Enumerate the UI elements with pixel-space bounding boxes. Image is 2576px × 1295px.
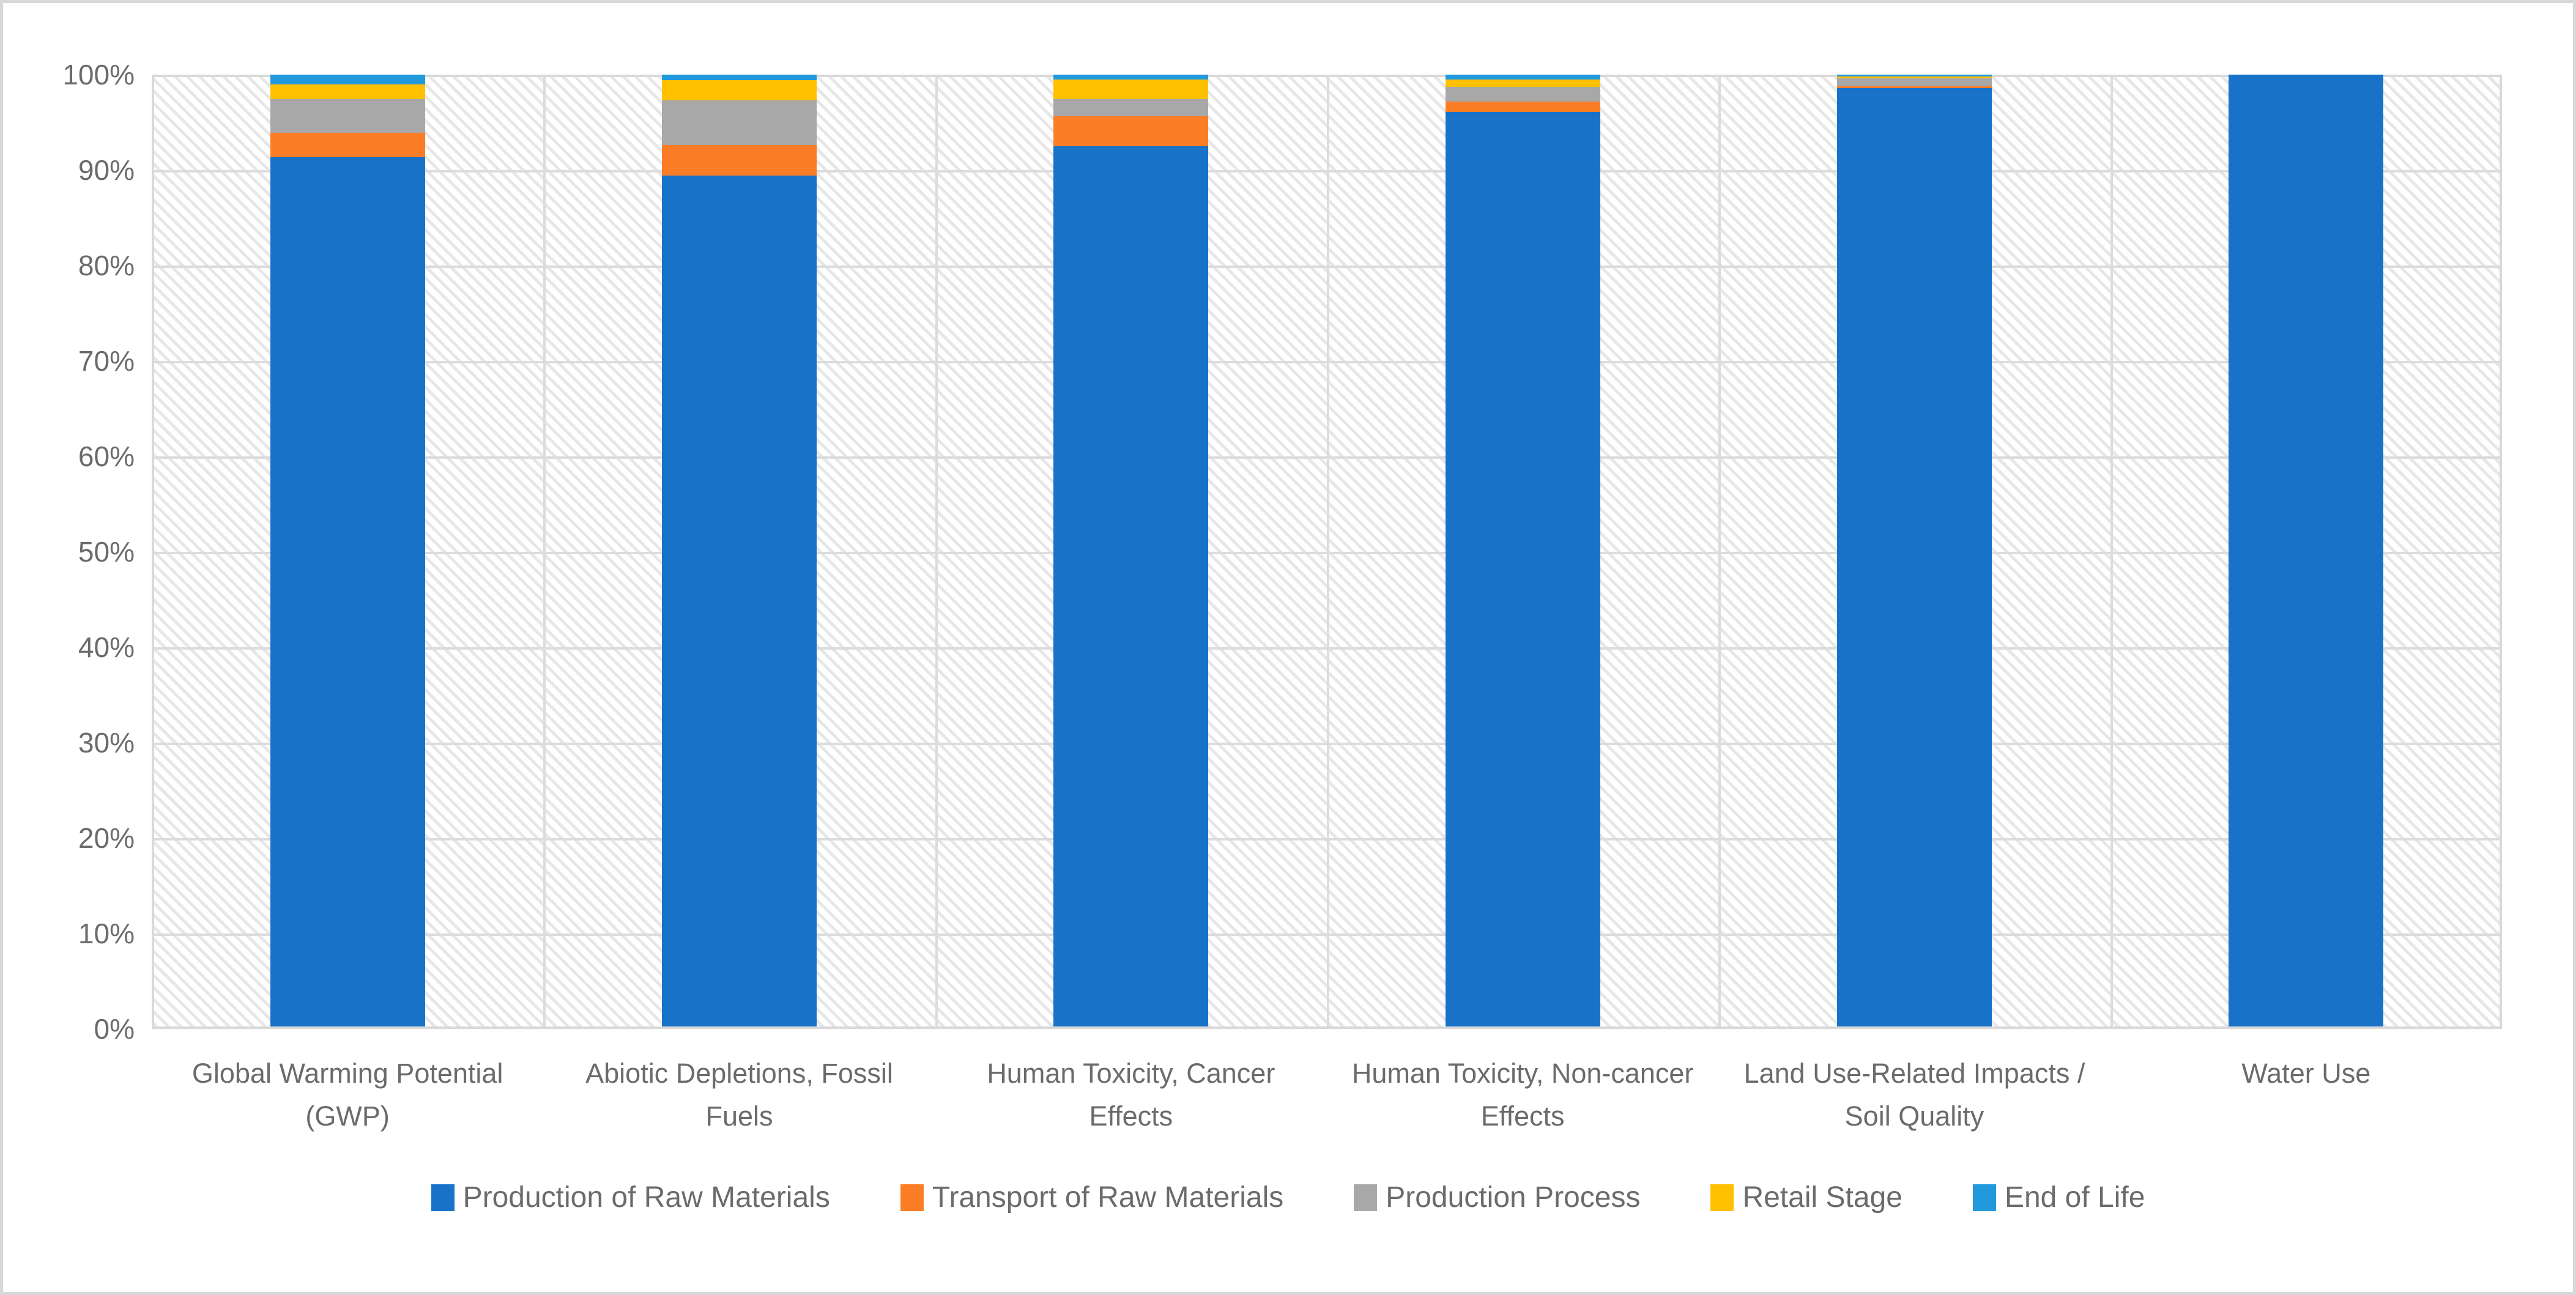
x-axis: Global Warming Potential (GWP) Abiotic De… <box>152 1052 2502 1174</box>
bar-segment <box>1837 78 1992 86</box>
y-tick-label: 70% <box>78 345 135 377</box>
plot-area <box>152 75 2502 1029</box>
category-label-text: Water Use <box>2241 1058 2371 1089</box>
legend: Production of Raw Materials Transport of … <box>3 1181 2573 1214</box>
category-label-text: Land Use-Related Impacts / Soil Quality <box>1743 1058 2085 1132</box>
category-label: Abiotic Depletions, Fossil Fuels <box>543 1052 935 1174</box>
y-tick-label: 100% <box>62 59 135 91</box>
bar-segment <box>1053 146 1208 1026</box>
bar-segment <box>1837 86 1992 88</box>
category-label-text: Human Toxicity, Cancer Effects <box>987 1058 1275 1132</box>
bar-5 <box>1837 75 1992 1026</box>
bar-segment <box>662 145 817 176</box>
y-tick-label: 20% <box>78 822 135 854</box>
bar-6 <box>2229 75 2383 1026</box>
legend-label: Transport of Raw Materials <box>932 1181 1284 1214</box>
y-tick-label: 60% <box>78 440 135 472</box>
bar-segment <box>270 75 425 84</box>
bar-segment <box>1446 79 1600 87</box>
bar-segment <box>1053 99 1208 117</box>
bar-segment <box>1053 75 1208 80</box>
category-label-text: Human Toxicity, Non-cancer Effects <box>1351 1058 1694 1132</box>
category-label: Land Use-Related Impacts / Soil Quality <box>1718 1052 2110 1174</box>
gridline-vertical <box>1327 77 1329 1026</box>
legend-swatch-icon <box>900 1184 924 1211</box>
legend-swatch-icon <box>1710 1184 1734 1211</box>
legend-label: Retail Stage <box>1742 1181 1902 1214</box>
bar-segment <box>1446 75 1600 80</box>
gridline-vertical <box>543 77 546 1026</box>
bar-segment <box>1446 101 1600 112</box>
bar-2 <box>662 75 817 1026</box>
bar-segment <box>662 175 817 1026</box>
category-label: Water Use <box>2110 1052 2502 1174</box>
bar-segment <box>1446 111 1600 1026</box>
bar-segment <box>270 132 425 158</box>
legend-item: Production Process <box>1354 1181 1640 1214</box>
gridline-vertical <box>2110 77 2113 1026</box>
y-tick-label: 0% <box>94 1013 135 1045</box>
gridline-vertical <box>935 77 938 1026</box>
category-label-text: Abiotic Depletions, Fossil Fuels <box>585 1058 893 1132</box>
bar-segment <box>1837 75 1992 77</box>
legend-item: End of Life <box>1972 1181 2145 1214</box>
legend-label: Production Process <box>1386 1181 1641 1214</box>
legend-item: Production of Raw Materials <box>431 1181 830 1214</box>
bar-segment <box>270 99 425 133</box>
bar-segment <box>270 157 425 1026</box>
y-tick-label: 10% <box>78 918 135 949</box>
y-tick-label: 30% <box>78 727 135 759</box>
legend-swatch-icon <box>1972 1184 1996 1211</box>
y-tick-label: 40% <box>78 631 135 663</box>
category-label: Global Warming Potential (GWP) <box>152 1052 543 1174</box>
y-tick-label: 80% <box>78 250 135 281</box>
bar-segment <box>1053 79 1208 100</box>
bar-segment <box>1837 76 1992 79</box>
bar-segment <box>662 75 817 81</box>
bar-segment <box>662 80 817 101</box>
legend-label: End of Life <box>2004 1181 2145 1214</box>
bar-3 <box>1053 75 1208 1026</box>
legend-item: Transport of Raw Materials <box>900 1181 1283 1214</box>
bar-segment <box>1837 87 1992 1026</box>
bar-segment <box>270 84 425 100</box>
legend-swatch-icon <box>431 1184 455 1211</box>
legend-item: Retail Stage <box>1710 1181 1902 1214</box>
bar-segment <box>2229 75 2383 1026</box>
bar-segment <box>1053 116 1208 146</box>
category-label: Human Toxicity, Non-cancer Effects <box>1327 1052 1718 1174</box>
category-label-text: Global Warming Potential (GWP) <box>191 1058 503 1132</box>
bar-segment <box>1446 87 1600 102</box>
category-label: Human Toxicity, Cancer Effects <box>935 1052 1327 1174</box>
y-axis: 0% 10% 20% 30% 40% 50% 60% 70% 80% 90% 100% <box>3 59 135 1045</box>
bar-1 <box>270 75 425 1026</box>
y-tick-label: 50% <box>78 536 135 568</box>
legend-swatch-icon <box>1354 1184 1378 1211</box>
bar-4 <box>1446 75 1600 1026</box>
gridline-vertical <box>1718 77 1721 1026</box>
bar-segment <box>662 100 817 146</box>
legend-label: Production of Raw Materials <box>462 1181 830 1214</box>
y-tick-label: 90% <box>78 154 135 186</box>
